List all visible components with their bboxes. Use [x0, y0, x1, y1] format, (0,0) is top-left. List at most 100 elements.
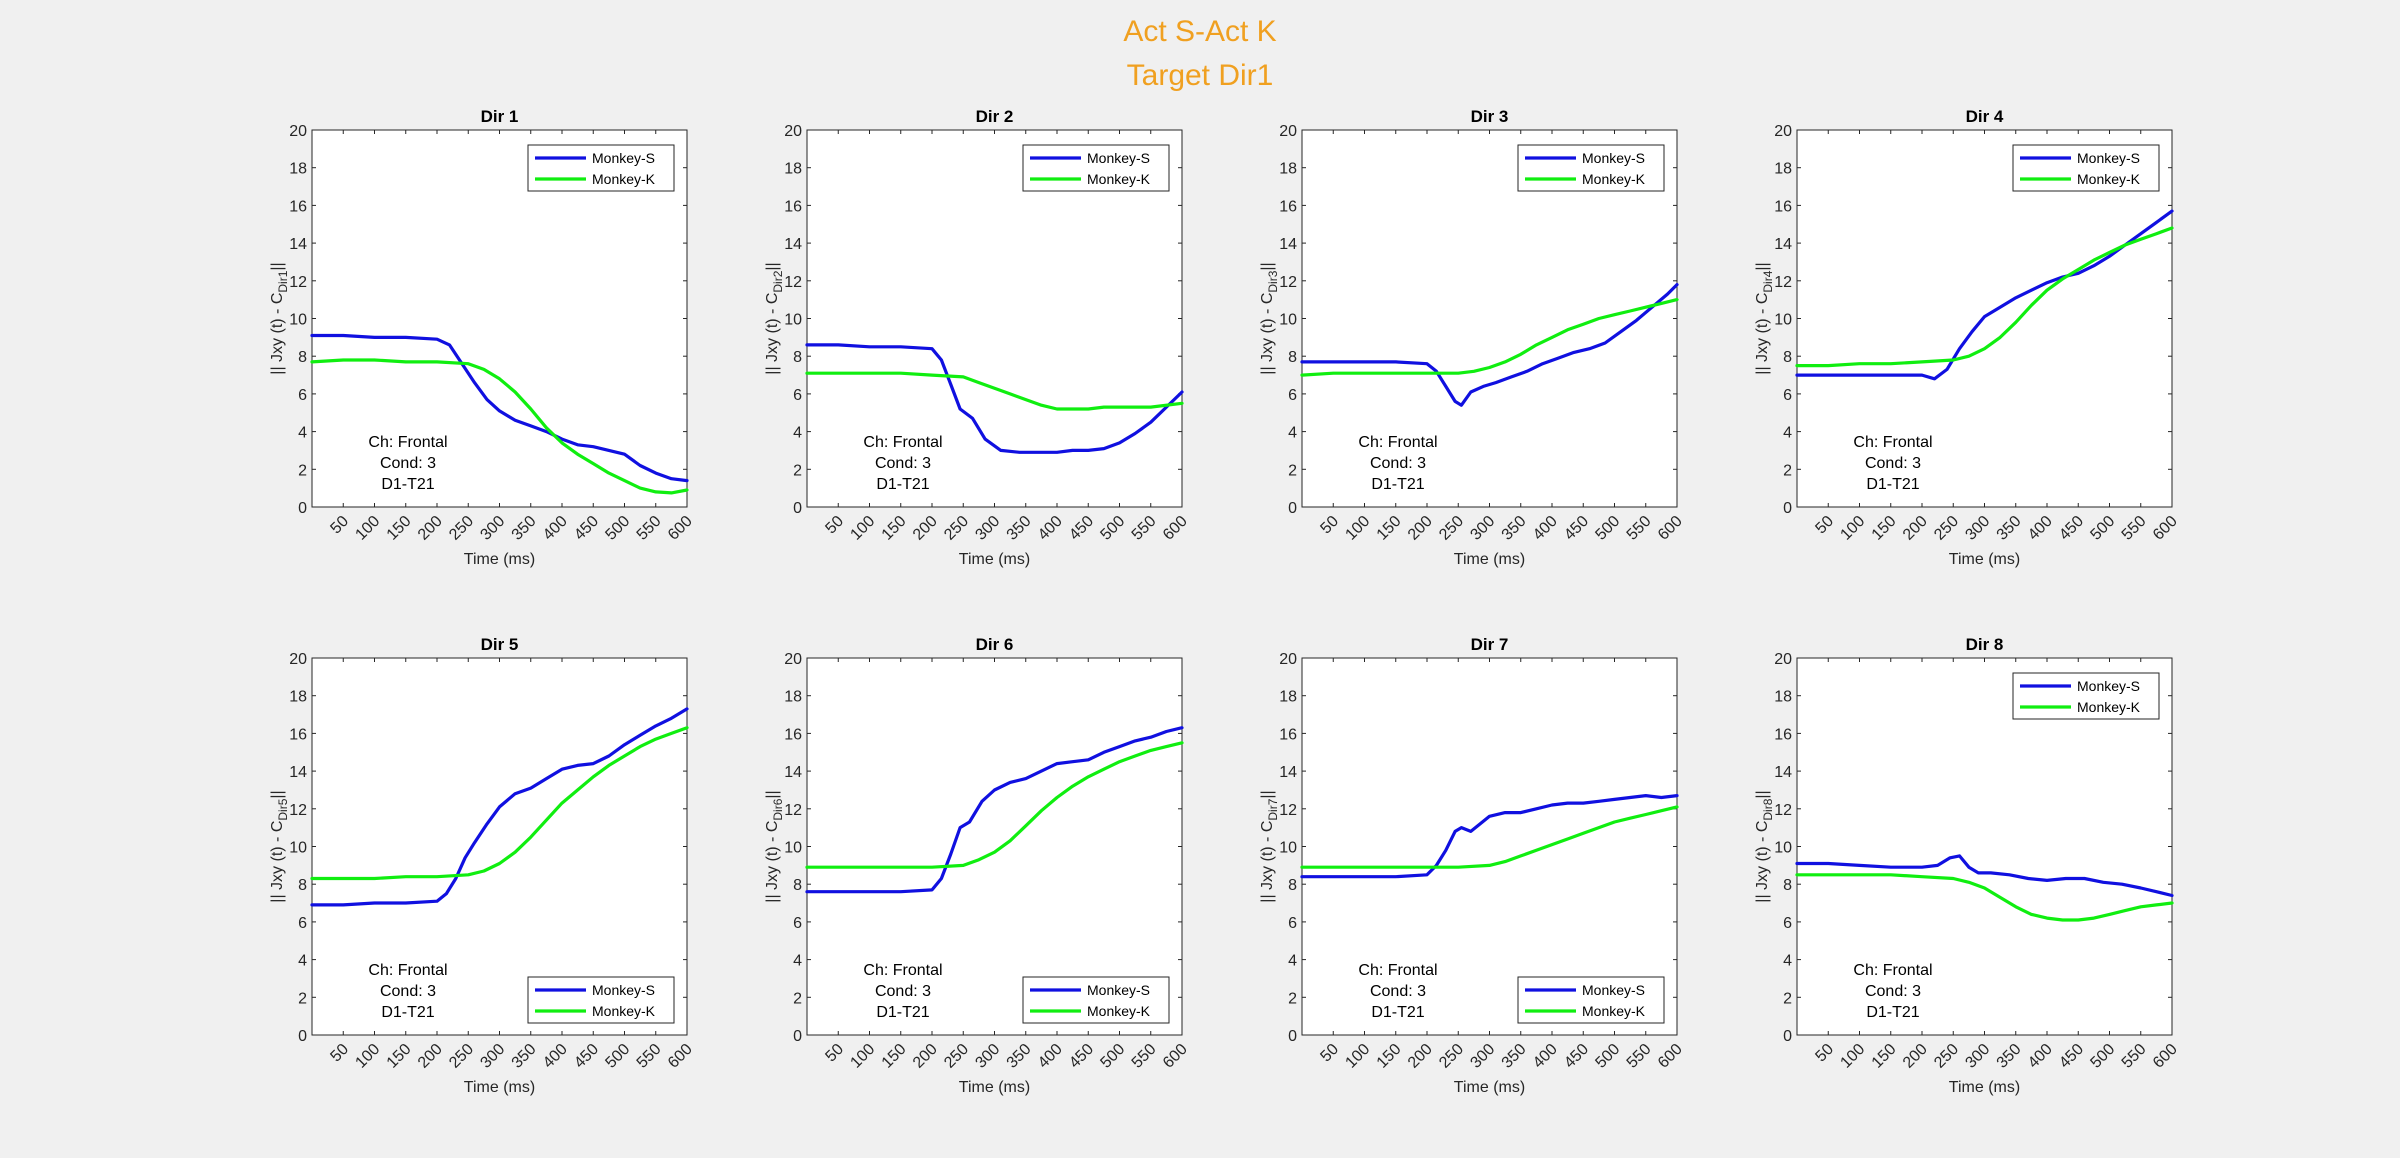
y-tick-label: 20 [784, 651, 802, 668]
x-tick-label: 100 [352, 1041, 383, 1072]
series-line-monkey-s [805, 343, 1184, 454]
y-tick-label: 6 [1783, 915, 1792, 932]
annotation-text: D1-T21 [1866, 476, 1919, 493]
x-tick-label: 200 [1900, 1041, 1931, 1072]
y-axis-label-prefix: || Jxy (t) - C [1754, 293, 1771, 375]
y-tick-label: 14 [1774, 764, 1792, 781]
x-tick-label: 550 [1129, 1041, 1160, 1072]
y-tick-label: 6 [298, 387, 307, 404]
series-line-monkey-s [1795, 209, 2174, 381]
chart-title: Dir 7 [1471, 635, 1509, 654]
y-tick-label: 20 [289, 651, 307, 668]
x-tick-label: 50 [1317, 513, 1342, 538]
chart-title: Dir 2 [976, 107, 1014, 126]
annotation-text: Ch: Frontal [863, 962, 942, 979]
legend-label: Monkey-S [592, 982, 655, 998]
legend-box [1022, 976, 1170, 1024]
y-axis-label-subscript: Dir3 [1266, 270, 1280, 292]
x-tick-label: 500 [2087, 513, 2118, 544]
x-tick-label: 500 [1592, 513, 1623, 544]
x-tick-label: 250 [1931, 1041, 1962, 1072]
x-tick-label: 550 [1624, 513, 1655, 544]
x-tick-label: 600 [2150, 1041, 2181, 1072]
x-tick-label: 300 [1467, 513, 1498, 544]
x-tick-label: 150 [1374, 1041, 1405, 1072]
y-tick-label: 12 [289, 274, 307, 291]
y-tick-label: 16 [1774, 198, 1792, 215]
y-tick-label: 20 [1774, 123, 1792, 140]
x-tick-label: 50 [1812, 513, 1837, 538]
chart-panel-6: Dir 6 0 2 4 6 8 10 12 14 16 18 20 50 100 150 200 250 300 3… [764, 635, 1191, 1096]
y-tick-label: 4 [793, 953, 802, 970]
y-tick-label: 6 [1288, 915, 1297, 932]
x-tick-label: 500 [1097, 513, 1128, 544]
annotation-text: Ch: Frontal [1358, 434, 1437, 451]
legend: Monkey-S Monkey-K [527, 144, 675, 192]
y-axis-label-subscript: Dir2 [771, 270, 785, 292]
x-tick-label: 450 [1561, 1041, 1592, 1072]
legend-box [527, 976, 675, 1024]
y-axis-label-subscript: Dir6 [771, 798, 785, 820]
series-line-monkey-s [1795, 854, 2174, 898]
x-tick-label: 600 [1655, 513, 1686, 544]
y-tick-label: 18 [1774, 689, 1792, 706]
y-axis-label: || Jxy (t) - CDir1|| [269, 262, 290, 374]
y-tick-label: 12 [1774, 802, 1792, 819]
y-axis-label: || Jxy (t) - CDir7|| [1259, 790, 1280, 902]
legend-label: Monkey-K [1582, 171, 1646, 187]
chart-panel-4: Dir 4 0 2 4 6 8 10 12 14 16 18 20 50 100 150 200 250 300 3… [1754, 107, 2181, 568]
x-tick-label: 450 [571, 513, 602, 544]
y-tick-label: 16 [784, 726, 802, 743]
x-axis-label: Time (ms) [1949, 1079, 2020, 1096]
figure-title-line-1: Act S-Act K [1123, 15, 1277, 48]
annotation-text: Cond: 3 [1865, 983, 1921, 1000]
x-tick-label: 200 [910, 513, 941, 544]
annotation-text: Ch: Frontal [1853, 962, 1932, 979]
x-tick-label: 300 [972, 1041, 1003, 1072]
x-tick-label: 500 [2087, 1041, 2118, 1072]
y-axis-label-suffix: || [764, 262, 781, 270]
y-tick-label: 2 [1288, 990, 1297, 1007]
x-tick-label: 400 [1530, 1041, 1561, 1072]
x-tick-label: 600 [665, 513, 696, 544]
annotation-text: Cond: 3 [875, 983, 931, 1000]
y-tick-label: 10 [1279, 840, 1297, 857]
y-tick-label: 20 [784, 123, 802, 140]
y-axis-label-prefix: || Jxy (t) - C [1259, 293, 1276, 375]
y-tick-label: 2 [1288, 462, 1297, 479]
y-tick-label: 10 [1774, 312, 1792, 329]
figure-title: Act S-Act K Target Dir1 [0, 10, 2400, 98]
x-tick-label: 600 [1655, 1041, 1686, 1072]
legend-label: Monkey-S [1582, 982, 1645, 998]
x-tick-label: 350 [509, 1041, 540, 1072]
x-tick-label: 450 [571, 1041, 602, 1072]
x-tick-label: 100 [1837, 1041, 1868, 1072]
y-tick-label: 10 [784, 840, 802, 857]
x-axis-label: Time (ms) [959, 551, 1030, 568]
x-tick-label: 600 [665, 1041, 696, 1072]
y-tick-label: 4 [1288, 425, 1297, 442]
x-tick-label: 250 [446, 1041, 477, 1072]
y-axis-label-prefix: || Jxy (t) - C [1754, 821, 1771, 903]
y-tick-label: 16 [1774, 726, 1792, 743]
y-tick-label: 10 [289, 312, 307, 329]
legend-label: Monkey-S [2077, 678, 2140, 694]
x-tick-label: 400 [540, 513, 571, 544]
x-axis-label: Time (ms) [1454, 551, 1525, 568]
y-axis-label-suffix: || [1754, 262, 1771, 270]
legend-box [1517, 976, 1665, 1024]
legend-label: Monkey-K [1087, 171, 1151, 187]
series-line-monkey-k [310, 358, 689, 495]
legend: Monkey-S Monkey-K [1517, 976, 1665, 1024]
plot-area [1796, 657, 2173, 1036]
y-axis-label-suffix: || [764, 790, 781, 798]
y-axis-label-suffix: || [269, 262, 286, 270]
x-tick-label: 300 [477, 513, 508, 544]
legend-label: Monkey-S [1582, 150, 1645, 166]
y-tick-label: 0 [793, 1028, 802, 1045]
x-axis-label: Time (ms) [1454, 1079, 1525, 1096]
x-tick-label: 50 [327, 513, 352, 538]
x-tick-label: 400 [2025, 513, 2056, 544]
y-axis-label-suffix: || [1754, 790, 1771, 798]
y-tick-label: 12 [1774, 274, 1792, 291]
